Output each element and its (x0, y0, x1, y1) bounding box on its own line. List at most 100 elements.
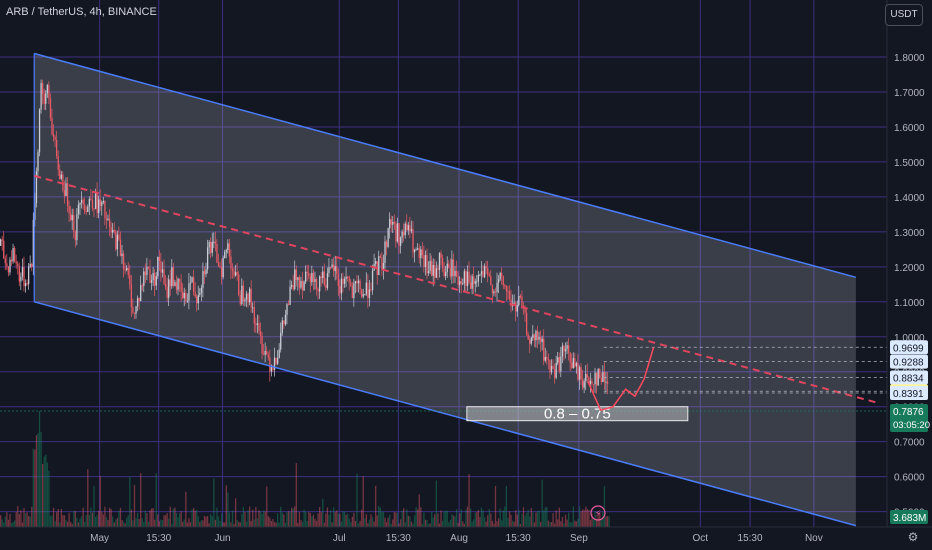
volume-bar (48, 470, 50, 527)
volume-bar (518, 509, 520, 527)
candle-body (452, 259, 455, 277)
volume-bar (273, 522, 276, 527)
candle-body (275, 357, 277, 364)
volume-bar (364, 518, 366, 527)
candle-body (213, 241, 215, 243)
candle-body (571, 362, 573, 368)
candle-body (66, 183, 69, 206)
candle-body (357, 280, 360, 284)
settings-gear-icon[interactable]: ⚙ (907, 530, 919, 544)
candle-body (564, 348, 567, 352)
volume-bar (392, 519, 394, 527)
volume-bar (164, 515, 167, 527)
candle-body (185, 293, 187, 301)
volume-bar (256, 518, 259, 527)
volume-bar (511, 520, 514, 527)
candle-body (435, 268, 438, 278)
volume-bar (186, 522, 189, 527)
volume-bar (560, 521, 562, 527)
volume-bar (20, 510, 22, 527)
volume-bar (454, 516, 456, 527)
price-axis-panel (887, 0, 932, 550)
volume-bar (21, 522, 24, 527)
volume-bar (497, 518, 500, 527)
volume-bar (166, 512, 168, 527)
volume-bar (301, 521, 304, 527)
candle-body (535, 330, 537, 341)
candle-body (309, 276, 311, 283)
candle-body (407, 225, 410, 231)
candle-body (233, 270, 235, 276)
volume-bar (199, 522, 201, 527)
candle-body (569, 352, 571, 363)
volume-bar (502, 510, 504, 527)
candle-body (483, 266, 486, 278)
candle-body (133, 312, 136, 314)
candle-body (364, 294, 366, 296)
candle-body (122, 253, 125, 270)
channel-upper-line (34, 52, 857, 279)
candle-body (339, 285, 341, 294)
candle-body (560, 356, 562, 372)
volume-bar (236, 519, 238, 527)
candle-body (508, 291, 511, 300)
volume-bar (42, 464, 44, 527)
volume-bar (524, 515, 526, 527)
candle-body (462, 283, 464, 285)
volume-bar (591, 513, 593, 527)
candle-body (359, 280, 361, 290)
volume-bar (217, 516, 220, 527)
volume-bar (149, 510, 151, 527)
volume-bar (194, 510, 196, 527)
volume-bar (219, 520, 221, 527)
volume-bar (192, 507, 195, 527)
volume-bar (196, 509, 198, 527)
volume-bar (275, 522, 277, 527)
candle-body (588, 377, 590, 384)
volume-bar (130, 509, 133, 527)
volume-bar (73, 510, 75, 527)
currency-button[interactable]: USDT (885, 4, 923, 26)
volume-bar (269, 517, 271, 527)
candle-body (43, 94, 45, 104)
channel-midline (33, 174, 880, 405)
candle-body (558, 357, 560, 372)
volume-bar (457, 522, 459, 527)
candle-body (281, 320, 283, 333)
volume-bar (504, 506, 506, 527)
candle-body (59, 169, 61, 179)
y-tick-label: 0.7000 (894, 438, 925, 449)
candle-body (205, 269, 207, 275)
volume-bar (407, 515, 410, 527)
candle-body (586, 373, 588, 378)
volume-bar (553, 523, 556, 527)
candle-body (413, 249, 416, 253)
candle-body (580, 367, 582, 380)
volume-bar (460, 509, 462, 527)
candle-body (256, 323, 259, 325)
grid (0, 0, 887, 527)
volume-bar (567, 512, 570, 527)
volume-bar (410, 521, 413, 527)
volume-bar (395, 512, 397, 527)
volume-bar (171, 523, 173, 527)
candle-body (438, 253, 441, 270)
volume-bar (552, 513, 554, 527)
candle-body (85, 211, 87, 213)
candle-body (21, 267, 24, 277)
volume-bar (432, 517, 434, 527)
volume-bar (270, 521, 273, 527)
candle-body (144, 271, 147, 276)
volume-bar (87, 469, 89, 527)
candle-body (199, 292, 201, 296)
volume-bar (390, 523, 392, 527)
volume-bar (0, 515, 2, 527)
candle-body (306, 271, 308, 273)
candle-body (549, 360, 551, 373)
volume-bar (331, 522, 333, 527)
volume-bar (479, 517, 481, 527)
volume-bar (314, 518, 316, 527)
candle-body (553, 368, 556, 378)
volume-bar (566, 519, 568, 527)
